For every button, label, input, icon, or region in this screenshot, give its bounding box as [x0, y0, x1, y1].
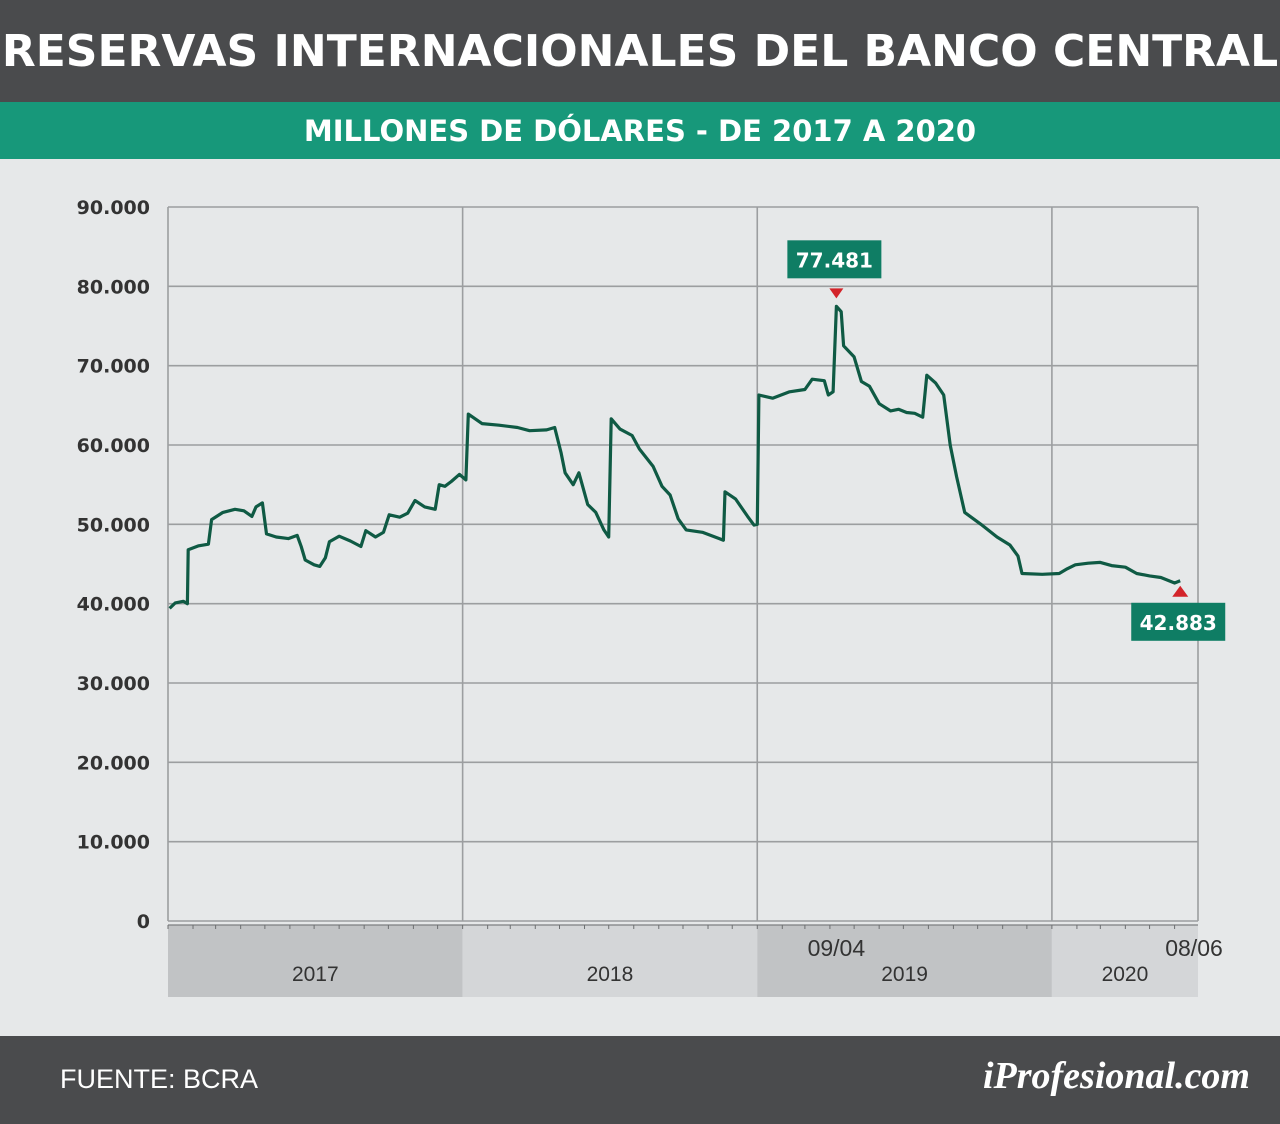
- y-tick-label: 20.000: [77, 752, 150, 774]
- y-axis-ticks: 0 10.000 20.000 30.000 40.000 50.000 60.000 70.…: [77, 197, 150, 933]
- title-bar: RESERVAS INTERNACIONALES DEL BANCO CENTR…: [0, 0, 1280, 102]
- y-tick-label: 40.000: [77, 594, 150, 616]
- date-label: 09/04: [808, 935, 866, 961]
- subtitle-bar: MILLONES DE DÓLARES - DE 2017 A 2020: [0, 102, 1280, 159]
- year-band-2019: [757, 925, 1052, 997]
- year-band-2020: [1051, 925, 1198, 997]
- y-tick-label: 90.000: [77, 197, 150, 219]
- callout-value-label: 77.481: [796, 248, 873, 272]
- footer: FUENTE: BCRA iProfesional.com: [0, 1036, 1280, 1124]
- year-band-2018: [462, 925, 758, 997]
- last-value-marker: [1172, 585, 1189, 597]
- callout-box: [787, 240, 882, 279]
- reserves-line-chart: 0 10.000 20.000 30.000 40.000 50.000 60.000 70.…: [77, 197, 1226, 997]
- y-tick-label: 0: [137, 911, 150, 933]
- series-line: [168, 304, 1181, 610]
- y-tick-label: 80.000: [77, 276, 150, 298]
- x-year-label-2020: 2020: [1102, 963, 1149, 986]
- x-year-label-2019: 2019: [881, 963, 928, 986]
- x-year-label-2017: 2017: [292, 963, 339, 986]
- chart-grid: [167, 206, 1199, 929]
- y-tick-label: 60.000: [77, 435, 150, 457]
- x-year-label-2018: 2018: [587, 963, 634, 986]
- annotations: 77.481 09/04 42.883 08/06: [787, 240, 1226, 961]
- year-band-2017: [168, 925, 463, 997]
- x-axis-labels: 2017 2018 2019 2020: [292, 963, 1148, 986]
- y-tick-label: 10.000: [77, 832, 150, 854]
- peak-marker: [829, 288, 844, 299]
- date-label: 08/06: [1165, 935, 1223, 961]
- y-tick-label: 50.000: [77, 514, 150, 536]
- chart-subtitle: MILLONES DE DÓLARES - DE 2017 A 2020: [303, 113, 977, 148]
- source-label: FUENTE: BCRA: [60, 1064, 259, 1094]
- y-tick-label: 70.000: [77, 356, 150, 378]
- brand-logo: iProfesional.com: [982, 1055, 1250, 1097]
- callout-value-label: 42.883: [1140, 611, 1217, 635]
- year-bands: [168, 925, 1198, 997]
- chart-title: RESERVAS INTERNACIONALES DEL BANCO CENTR…: [1, 25, 1279, 77]
- y-tick-label: 30.000: [77, 673, 150, 695]
- callout-box: [1131, 602, 1226, 641]
